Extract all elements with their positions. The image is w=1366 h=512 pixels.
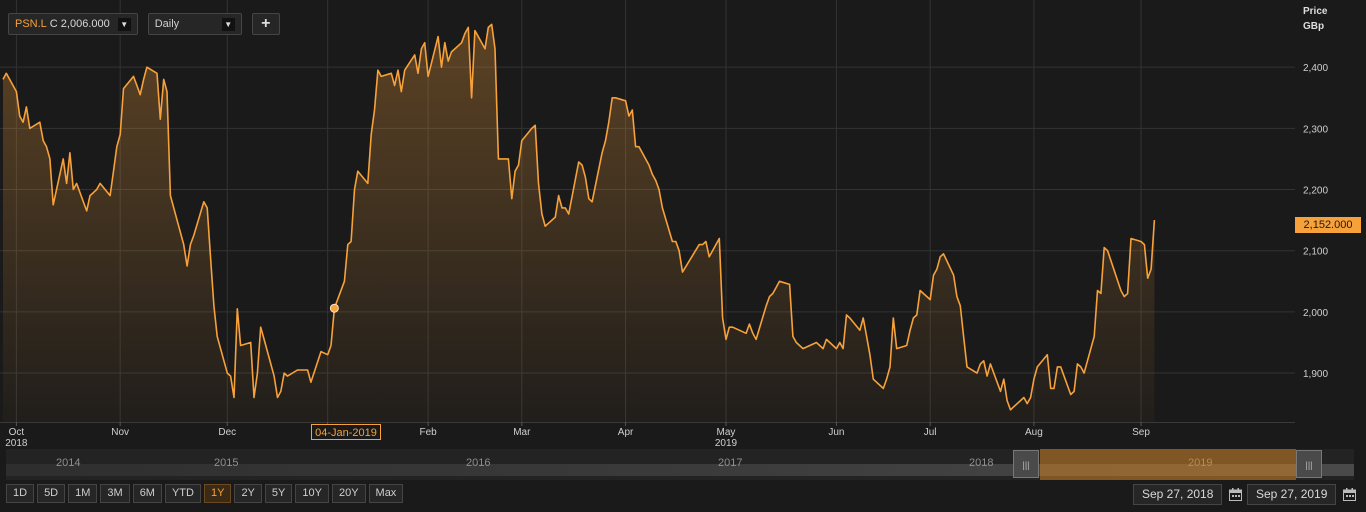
range-navigator[interactable]: 2014 2015 2016 2017 2018 2019 ||| |||	[6, 449, 1354, 480]
x-tick-label: Mar	[513, 427, 531, 438]
interval-select[interactable]: Daily ▼	[147, 13, 242, 35]
symbol-selector[interactable]: PSN.L C 2,006.000 ▼	[8, 13, 138, 35]
navigator-selection-window[interactable]	[1040, 449, 1296, 480]
last-price-badge: 2,152.000	[1295, 217, 1361, 233]
calendar-icon[interactable]	[1339, 484, 1359, 505]
range-button-5d[interactable]: 5D	[37, 484, 66, 503]
y-tick-label: 2,200	[1303, 186, 1328, 197]
navigator-year-label: 2018	[969, 457, 994, 469]
plus-icon: +	[261, 15, 271, 32]
x-tick-label: Nov	[111, 427, 129, 438]
date-to-input[interactable]: Sep 27, 2019	[1247, 484, 1337, 505]
navigator-year-label: 2017	[718, 457, 743, 469]
symbol-label: PSN.L	[15, 18, 47, 30]
range-button-1m[interactable]: 1M	[68, 484, 98, 503]
navigator-left-handle[interactable]: |||	[1013, 450, 1039, 478]
y-axis-title-unit: GBp	[1303, 21, 1325, 32]
x-tick-label: Sep	[1132, 427, 1150, 438]
range-button-3m[interactable]: 3M	[100, 484, 130, 503]
x-axis-ticks: Oct2018NovDecJanFebMarAprMay2019JunJulAu…	[5, 422, 1150, 448]
crosshair-marker	[329, 303, 339, 313]
x-tick-year-label: 2019	[715, 438, 738, 448]
range-button-6m[interactable]: 6M	[132, 484, 162, 503]
x-tick-label: Feb	[419, 427, 437, 438]
range-button-ytd[interactable]: YTD	[164, 484, 201, 503]
x-tick-label: Dec	[218, 427, 236, 438]
navigator-year-label: 2015	[214, 457, 239, 469]
y-tick-label: 2,400	[1303, 63, 1328, 74]
x-tick-label: Jun	[828, 427, 844, 438]
range-button-5y[interactable]: 5Y	[264, 484, 293, 503]
range-button-1y[interactable]: 1Y	[203, 484, 232, 503]
x-tick-label: Jul	[924, 427, 937, 438]
navigator-right-handle[interactable]: |||	[1296, 450, 1322, 478]
range-buttons: 1D 5D 1M 3M 6M YTD 1Y 2Y 5Y 10Y 20Y Max	[6, 484, 404, 503]
y-tick-label: 2,100	[1303, 247, 1328, 258]
chart-toolbar: PSN.L C 2,006.000 ▼ Daily ▼ +	[8, 13, 280, 35]
navigator-year-label: 2016	[466, 457, 491, 469]
dropdown-arrow-icon[interactable]: ▼	[221, 17, 235, 31]
navigator-year-label: 2019	[1188, 457, 1213, 469]
date-from-input[interactable]: Sep 27, 2018	[1133, 484, 1223, 505]
y-tick-label: 2,300	[1303, 124, 1328, 135]
close-price-label: C 2,006.000	[49, 18, 110, 30]
range-button-20y[interactable]: 20Y	[331, 484, 366, 503]
range-button-2y[interactable]: 2Y	[234, 484, 262, 503]
range-button-1d[interactable]: 1D	[6, 484, 35, 503]
add-indicator-button[interactable]: +	[251, 13, 280, 35]
interval-label: Daily	[154, 18, 180, 30]
x-tick-label: Apr	[618, 427, 634, 438]
range-button-max[interactable]: Max	[368, 484, 404, 503]
range-button-10y[interactable]: 10Y	[295, 484, 329, 503]
price-line	[2, 23, 1156, 411]
y-axis-title-price: Price	[1303, 6, 1328, 17]
price-area	[3, 24, 1155, 423]
dropdown-arrow-icon[interactable]: ▼	[117, 17, 131, 31]
y-tick-label: 1,900	[1303, 369, 1328, 380]
x-tick-label: Oct	[9, 427, 25, 438]
x-tick-label: May	[717, 427, 736, 438]
y-axis-ticks: 1,900 2,000 2,100 2,200 2,300 2,400	[1303, 63, 1328, 380]
x-tick-label: Aug	[1025, 427, 1043, 438]
calendar-icon[interactable]	[1225, 484, 1245, 505]
y-tick-label: 2,000	[1303, 308, 1328, 319]
x-tick-year-label: 2018	[5, 438, 28, 448]
navigator-year-label: 2014	[56, 457, 81, 469]
crosshair-date-label: 04-Jan-2019	[311, 424, 381, 440]
